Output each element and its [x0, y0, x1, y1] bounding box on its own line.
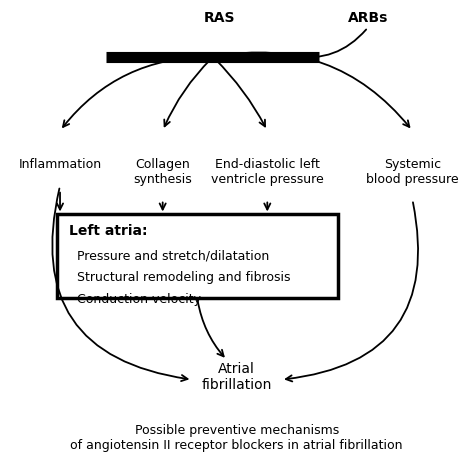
Text: Structural remodeling and fibrosis: Structural remodeling and fibrosis: [77, 271, 290, 285]
Text: Possible preventive mechanisms
of angiotensin II receptor blockers in atrial fib: Possible preventive mechanisms of angiot…: [71, 424, 403, 452]
Text: End-diastolic left
ventricle pressure: End-diastolic left ventricle pressure: [211, 158, 324, 186]
Text: Conduction velocity: Conduction velocity: [77, 293, 201, 306]
Text: Collagen
synthesis: Collagen synthesis: [133, 158, 192, 186]
Text: RAS: RAS: [204, 11, 236, 24]
FancyBboxPatch shape: [57, 214, 338, 298]
Text: Inflammation: Inflammation: [18, 158, 101, 171]
Text: Left atria:: Left atria:: [69, 224, 147, 238]
Text: Systemic
blood pressure: Systemic blood pressure: [366, 158, 459, 186]
Text: Pressure and stretch/dilatation: Pressure and stretch/dilatation: [77, 250, 269, 263]
Text: Atrial
fibrillation: Atrial fibrillation: [201, 362, 272, 392]
Text: ARBs: ARBs: [348, 11, 388, 24]
